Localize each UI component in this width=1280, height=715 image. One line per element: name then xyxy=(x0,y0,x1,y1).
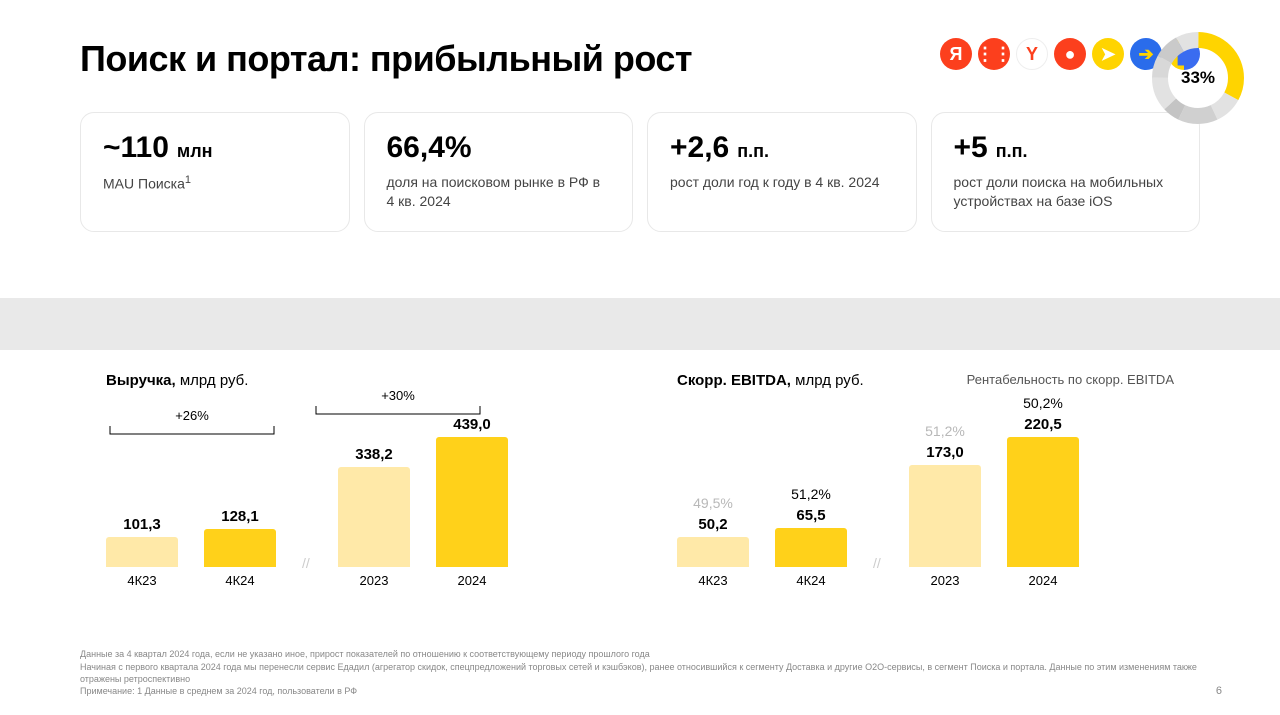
growth-bracket: +26% xyxy=(108,408,276,423)
metric-desc: MAU Поиска1 xyxy=(103,173,327,194)
metric-value: 66,4% xyxy=(387,131,611,165)
bar-category: 4К23 xyxy=(698,573,727,588)
bar-value: 220,5 xyxy=(1024,416,1062,433)
page-number: 6 xyxy=(1216,685,1222,697)
product-icon: Я xyxy=(940,38,972,70)
metric-value: +2,6п.п. xyxy=(670,131,894,165)
bar-percent: 50,2% xyxy=(1023,395,1063,411)
bar-percent: 51,2% xyxy=(791,486,831,502)
bar-value: 338,2 xyxy=(355,446,393,463)
bar-percent: 49,5% xyxy=(693,495,733,511)
product-icon: ➤ xyxy=(1092,38,1124,70)
chart-bar: 50,249,5%4К23 xyxy=(677,537,749,567)
chart-subtitle: Рентабельность по скорр. EBITDA xyxy=(967,372,1174,387)
chart-bar: 101,34К23 xyxy=(106,537,178,567)
segment-donut: 33% xyxy=(1148,28,1248,128)
growth-bracket: +30% xyxy=(314,388,482,403)
separator-band xyxy=(0,298,1280,350)
bar-value: 173,0 xyxy=(926,444,964,461)
bar-percent: 51,2% xyxy=(925,423,965,439)
metric-card: +5п.п. рост доли поиска на мобильных устр… xyxy=(931,112,1201,232)
chart-title: Выручка, млрд руб. xyxy=(106,372,603,389)
bar-category: 2024 xyxy=(1029,573,1058,588)
chart-bar: 338,22023 xyxy=(338,467,410,567)
metric-card: ~110млн MAU Поиска1 xyxy=(80,112,350,232)
donut-percent: 33% xyxy=(1148,28,1248,128)
chart-bar: 65,551,2%4К24 xyxy=(775,528,847,567)
bar-value: 128,1 xyxy=(221,508,259,525)
bar-category: 4К24 xyxy=(796,573,825,588)
bar-value: 50,2 xyxy=(698,516,727,533)
chart-bar: 439,02024 xyxy=(436,437,508,567)
metrics-row: ~110млн MAU Поиска1 66,4% доля на поисковом… xyxy=(0,112,1280,232)
bar-category: 2024 xyxy=(458,573,487,588)
page-title: Поиск и портал: прибыльный рост xyxy=(80,38,692,80)
ebitda-chart: Скорр. EBITDA, млрд руб. Рентабельность … xyxy=(651,350,1200,615)
metric-desc: доля на поисковом рынке в РФ в 4 кв. 202… xyxy=(387,173,611,211)
metric-value: +5п.п. xyxy=(954,131,1178,165)
bar-category: 4К23 xyxy=(127,573,156,588)
bar-category: 2023 xyxy=(931,573,960,588)
chart-bar: 220,550,2%2024 xyxy=(1007,437,1079,567)
metric-desc: рост доли год к году в 4 кв. 2024 xyxy=(670,173,894,192)
chart-bar: 173,051,2%2023 xyxy=(909,465,981,567)
metric-card: +2,6п.п. рост доли год к году в 4 кв. 202… xyxy=(647,112,917,232)
metric-card: 66,4% доля на поисковом рынке в РФ в 4 кв… xyxy=(364,112,634,232)
chart-bar: 128,14К24 xyxy=(204,529,276,567)
metric-value: ~110млн xyxy=(103,131,327,165)
footnotes: Данные за 4 квартал 2024 года, если не у… xyxy=(80,648,1200,697)
bar-value: 65,5 xyxy=(796,507,825,524)
product-icon: ⋮⋮ xyxy=(978,38,1010,70)
metric-desc: рост доли поиска на мобильных устройства… xyxy=(954,173,1178,211)
bar-value: 101,3 xyxy=(123,516,161,533)
bar-category: 2023 xyxy=(360,573,389,588)
revenue-chart: Выручка, млрд руб. 101,34К23128,14К24//3… xyxy=(80,350,629,615)
product-icon: Y xyxy=(1016,38,1048,70)
product-icon: ● xyxy=(1054,38,1086,70)
bar-category: 4К24 xyxy=(225,573,254,588)
